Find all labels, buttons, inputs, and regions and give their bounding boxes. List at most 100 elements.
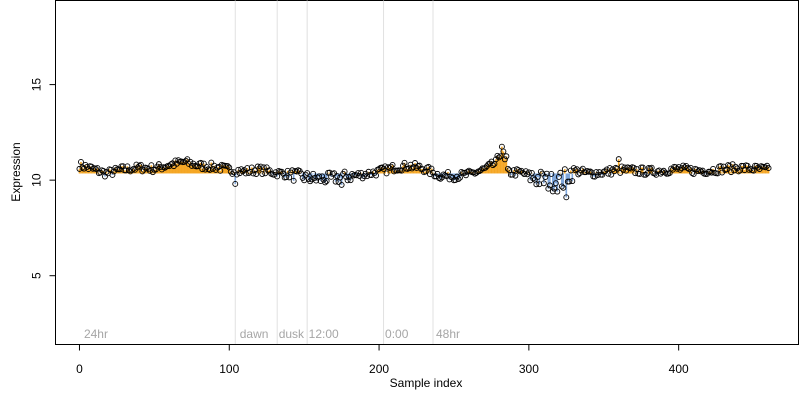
data-point bbox=[455, 176, 462, 182]
data-point bbox=[341, 168, 348, 175]
data-point bbox=[388, 163, 394, 170]
data-point bbox=[344, 177, 351, 184]
data-point bbox=[236, 170, 243, 177]
data-point bbox=[319, 173, 326, 180]
data-point bbox=[566, 178, 573, 185]
data-points bbox=[76, 143, 772, 201]
data-point bbox=[545, 185, 552, 192]
data-point bbox=[383, 170, 390, 177]
data-point bbox=[290, 177, 297, 184]
data-point bbox=[332, 178, 339, 185]
data-point bbox=[217, 167, 224, 174]
data-point bbox=[614, 165, 621, 172]
data-point bbox=[304, 170, 311, 177]
data-point bbox=[245, 170, 252, 177]
data-point bbox=[710, 165, 717, 172]
data-point bbox=[540, 180, 547, 187]
data-point bbox=[338, 181, 345, 188]
data-point bbox=[495, 154, 502, 161]
data-point bbox=[283, 174, 290, 181]
data-point bbox=[552, 180, 559, 187]
data-point bbox=[696, 167, 703, 174]
data-point bbox=[534, 173, 541, 180]
x-tick-label: 300 bbox=[519, 362, 539, 376]
data-point bbox=[437, 175, 444, 182]
data-point bbox=[148, 162, 155, 169]
data-point bbox=[343, 173, 350, 180]
data-point bbox=[587, 168, 594, 175]
data-point bbox=[525, 169, 532, 176]
data-point bbox=[561, 166, 568, 173]
data-point bbox=[500, 148, 507, 155]
data-point bbox=[302, 171, 309, 178]
y-tick-label: 15 bbox=[30, 78, 44, 92]
data-point bbox=[747, 165, 754, 172]
data-point bbox=[365, 168, 372, 175]
data-point bbox=[557, 169, 564, 176]
data-point bbox=[137, 161, 144, 168]
data-point bbox=[503, 153, 510, 160]
data-point bbox=[401, 159, 408, 166]
data-point bbox=[528, 169, 535, 176]
data-point bbox=[648, 164, 655, 171]
data-point bbox=[355, 170, 362, 177]
data-point bbox=[376, 166, 383, 172]
data-point bbox=[660, 167, 667, 174]
data-point bbox=[425, 163, 432, 170]
data-point bbox=[208, 159, 215, 166]
data-point bbox=[639, 164, 646, 171]
data-point bbox=[224, 163, 231, 170]
data-point bbox=[323, 178, 330, 184]
data-point bbox=[549, 188, 556, 195]
data-point bbox=[428, 165, 435, 172]
data-point bbox=[452, 177, 459, 184]
data-point bbox=[266, 167, 273, 174]
data-point bbox=[197, 159, 204, 166]
data-point bbox=[551, 185, 558, 192]
data-point bbox=[373, 172, 380, 179]
data-point bbox=[617, 169, 624, 176]
x-axis: 0 100 200 300 400 bbox=[76, 344, 689, 376]
data-point bbox=[489, 162, 496, 169]
data-point bbox=[575, 171, 582, 178]
data-point bbox=[422, 168, 429, 175]
data-point bbox=[124, 163, 131, 170]
data-point bbox=[689, 170, 696, 176]
data-point bbox=[537, 168, 544, 175]
data-point bbox=[732, 163, 739, 170]
y-tick-label: 10 bbox=[30, 173, 44, 187]
data-point bbox=[280, 170, 287, 177]
data-point bbox=[462, 172, 469, 179]
phase-label: dusk bbox=[279, 327, 305, 341]
x-tick-label: 400 bbox=[669, 362, 689, 376]
data-point bbox=[260, 164, 267, 171]
data-point bbox=[482, 164, 489, 171]
data-point bbox=[735, 168, 742, 175]
data-point bbox=[542, 174, 549, 180]
data-point bbox=[744, 162, 751, 169]
data-point bbox=[497, 153, 504, 160]
data-point bbox=[515, 167, 522, 174]
data-point bbox=[765, 165, 772, 172]
data-point bbox=[322, 179, 329, 186]
data-point bbox=[728, 169, 735, 176]
data-point bbox=[548, 170, 555, 177]
data-point bbox=[615, 156, 622, 163]
data-point bbox=[608, 171, 615, 178]
data-point bbox=[605, 170, 612, 177]
phase-label: 48hr bbox=[436, 327, 460, 341]
data-point bbox=[274, 173, 281, 180]
data-point bbox=[409, 165, 415, 172]
phase-labels: 24hr dawn dusk 12:00 0:00 48hr bbox=[84, 327, 460, 341]
data-point bbox=[337, 174, 344, 181]
data-point bbox=[558, 183, 565, 190]
data-point bbox=[167, 161, 174, 168]
data-point bbox=[194, 163, 201, 170]
data-point bbox=[579, 165, 586, 172]
data-point bbox=[512, 172, 519, 179]
data-point bbox=[200, 160, 207, 167]
data-point bbox=[690, 171, 697, 178]
data-point bbox=[328, 173, 335, 180]
data-point bbox=[684, 165, 691, 172]
data-point bbox=[621, 164, 628, 171]
